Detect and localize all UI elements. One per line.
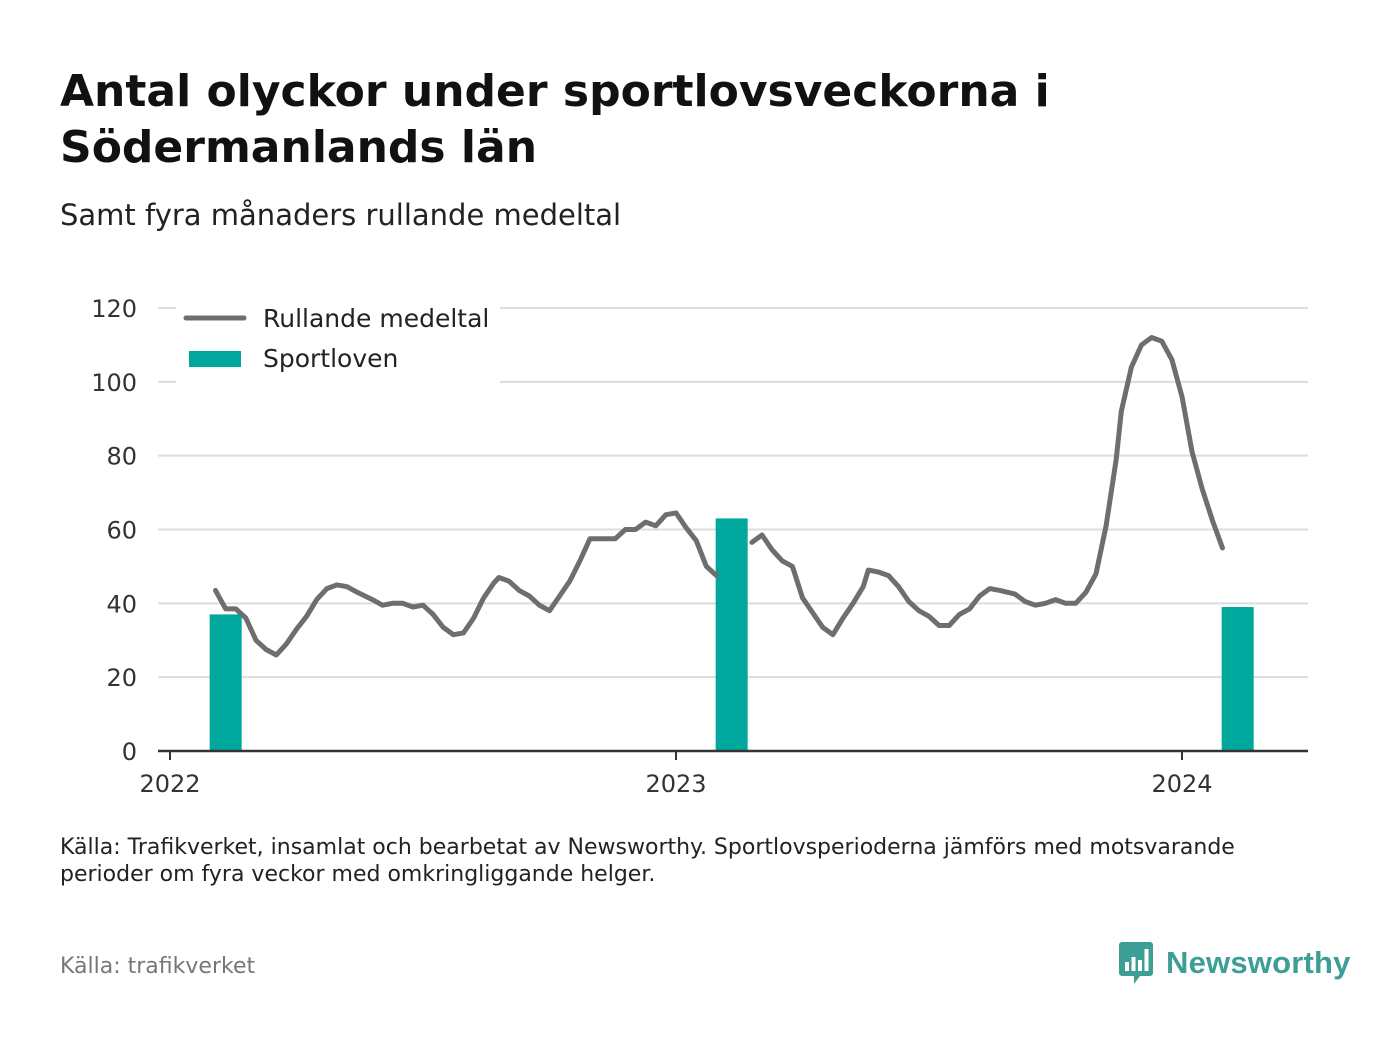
y-tick-label: 60: [106, 517, 137, 545]
page-subtitle: Samt fyra månaders rullande medeltal: [60, 198, 622, 232]
y-tick-label: 0: [122, 738, 137, 766]
legend-background: [176, 292, 500, 386]
source-note: Källa: Trafikverket, insamlat och bearbe…: [60, 835, 1235, 887]
y-tick-label: 120: [91, 295, 137, 323]
y-tick-label: 80: [106, 443, 137, 471]
legend-label-rullande-medeltal: Rullande medeltal: [263, 304, 489, 333]
bar-sportloven: [1221, 607, 1254, 751]
x-tick-label: 2022: [139, 770, 200, 798]
bar-sportloven: [715, 518, 748, 751]
legend-swatch-sportloven: [189, 351, 241, 367]
y-tick-label: 100: [91, 369, 137, 397]
bar-series-sportloven: [209, 518, 1254, 751]
y-tick-label: 40: [106, 590, 137, 618]
line-rullande-medeltal: [749, 335, 1225, 638]
source-credit: Källa: trafikverket: [60, 954, 256, 979]
y-tick-label: 20: [106, 664, 137, 692]
newsworthy-brand[interactable]: Newsworthy: [1118, 940, 1351, 986]
x-tick-label: 2024: [1151, 770, 1212, 798]
line-series-rullande-medeltal: [213, 335, 1225, 658]
axes: 0 20 40 60 80 100 120 2022 2023 2024: [91, 295, 1308, 798]
chart: 0 20 40 60 80 100 120 2022 2023 2024 Rullande med…: [91, 292, 1308, 798]
bar-sportloven: [209, 614, 242, 751]
newsworthy-logo-icon: [1119, 942, 1153, 984]
newsworthy-wordmark: Newsworthy: [1166, 945, 1351, 980]
x-tick-label: 2023: [645, 770, 706, 798]
legend-label-sportloven: Sportloven: [263, 344, 398, 373]
line-rullande-medeltal: [213, 510, 719, 658]
legend: Rullande medeltal Sportloven: [176, 292, 500, 386]
page-title: Antal olyckor under sportlovsveckorna i …: [60, 66, 1050, 173]
